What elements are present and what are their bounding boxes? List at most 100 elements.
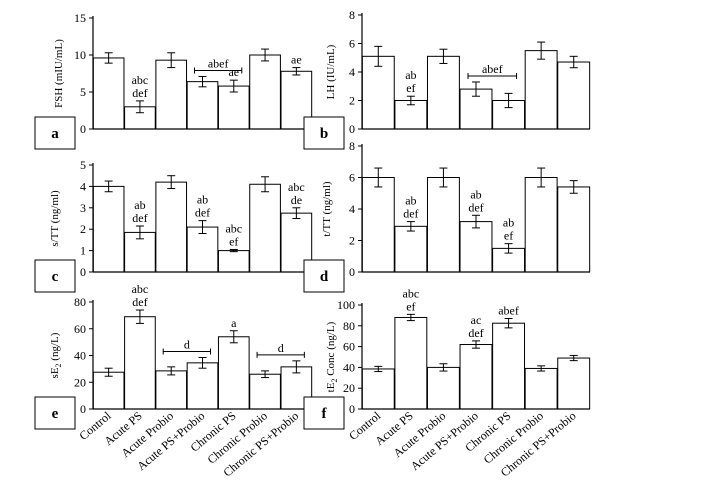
bar xyxy=(155,59,188,130)
y-tick-label: 0 xyxy=(349,122,355,136)
significance-label: def xyxy=(132,86,147,100)
bar xyxy=(426,366,460,410)
bar xyxy=(249,183,281,273)
panel-b: 0 2 4 6 8 abef abef LH (IU/mL) b xyxy=(303,8,591,150)
y-tick-label: 5 xyxy=(80,85,86,99)
bar xyxy=(557,186,591,273)
y-tick-label: 20 xyxy=(74,375,86,389)
y-tick-label: 0 xyxy=(349,402,355,416)
significance-label: def xyxy=(468,200,483,214)
significance-label: ef xyxy=(504,229,513,243)
significance-label: ae xyxy=(228,65,239,79)
bar xyxy=(524,367,558,410)
bar xyxy=(186,81,219,130)
significance-label: ab xyxy=(503,216,514,230)
bar xyxy=(92,185,125,273)
y-tick-label: 6 xyxy=(349,171,355,185)
significance-label: ab xyxy=(405,68,416,82)
bar xyxy=(186,362,219,410)
bar xyxy=(524,177,558,273)
y-tick-label: 15 xyxy=(74,11,86,25)
y-axis-title: tE2 Conc (ng/L) xyxy=(325,321,339,392)
bar xyxy=(394,316,428,410)
bracket-label: d xyxy=(184,338,190,352)
significance-label: def xyxy=(403,207,418,221)
bar xyxy=(426,55,460,130)
y-axis-title: sE2 (ng/L) xyxy=(49,332,63,378)
bar xyxy=(361,177,395,273)
significance-label: ef xyxy=(406,81,415,95)
y-tick-label: 5 xyxy=(80,158,86,172)
bracket-label: abef xyxy=(482,62,503,76)
y-axis-title: FSH (mIU/mL) xyxy=(53,39,65,108)
y-tick-label: 8 xyxy=(349,8,355,22)
bar xyxy=(92,57,125,130)
bar xyxy=(155,370,188,410)
bar xyxy=(524,50,558,130)
significance-label: def xyxy=(132,295,147,309)
y-tick-label: 60 xyxy=(343,340,355,354)
panel-label-box xyxy=(303,259,345,293)
bracket-label: d xyxy=(278,341,284,355)
y-tick-label: 4 xyxy=(349,65,355,79)
panel-label-box xyxy=(34,259,76,293)
y-tick-label: 4 xyxy=(80,179,86,193)
significance-label: ab xyxy=(197,193,208,207)
bar xyxy=(492,322,526,410)
bar xyxy=(361,368,395,410)
y-tick-label: 6 xyxy=(349,37,355,51)
bracket-label: abef xyxy=(208,56,229,70)
y-tick-label: 0 xyxy=(80,265,86,279)
y-tick-label: 100 xyxy=(337,298,355,312)
significance-label: abc xyxy=(288,180,305,194)
y-tick-label: 8 xyxy=(349,139,355,153)
significance-label: def xyxy=(468,326,483,340)
panel-letter: a xyxy=(51,126,59,142)
significance-label: ab xyxy=(134,198,145,212)
panel-letter: f xyxy=(322,406,328,422)
bar xyxy=(557,61,591,130)
significance-label: abc xyxy=(403,286,420,300)
y-tick-label: 60 xyxy=(74,322,86,336)
panel-label-box xyxy=(34,116,76,150)
significance-label: abc xyxy=(132,73,149,87)
panel-label-box xyxy=(34,396,76,430)
y-tick-label: 2 xyxy=(349,234,355,248)
panel-letter: e xyxy=(52,406,59,422)
y-tick-label: 0 xyxy=(80,402,86,416)
bar xyxy=(459,221,493,273)
bar xyxy=(557,357,591,410)
significance-label: de xyxy=(291,193,302,207)
significance-label: ab xyxy=(405,194,416,208)
panel-label-box xyxy=(303,396,345,430)
significance-label: ef xyxy=(406,299,415,313)
significance-label: abc xyxy=(225,222,242,236)
panel-label-box xyxy=(303,116,345,150)
y-axis-title: t/TT (ng/ml) xyxy=(321,181,333,236)
y-tick-label: 3 xyxy=(80,201,86,215)
panel-letter: d xyxy=(320,269,329,285)
y-tick-label: 80 xyxy=(343,319,355,333)
y-tick-label: 20 xyxy=(343,381,355,395)
significance-label: a xyxy=(231,316,237,330)
bar xyxy=(249,54,281,130)
significance-label: def xyxy=(195,206,210,220)
bar xyxy=(186,226,219,273)
bar xyxy=(426,177,460,273)
y-tick-label: 0 xyxy=(80,122,86,136)
y-tick-label: 40 xyxy=(74,349,86,363)
bar xyxy=(217,250,250,273)
panel-letter: b xyxy=(320,126,328,142)
bar xyxy=(394,225,428,273)
bar xyxy=(361,55,395,130)
significance-label: ae xyxy=(291,53,302,67)
significance-label: ac xyxy=(471,313,482,327)
y-tick-label: 40 xyxy=(343,360,355,374)
y-axis-title: LH (IU/mL) xyxy=(325,44,337,99)
bar xyxy=(155,181,188,273)
y-tick-label: 10 xyxy=(74,48,86,62)
